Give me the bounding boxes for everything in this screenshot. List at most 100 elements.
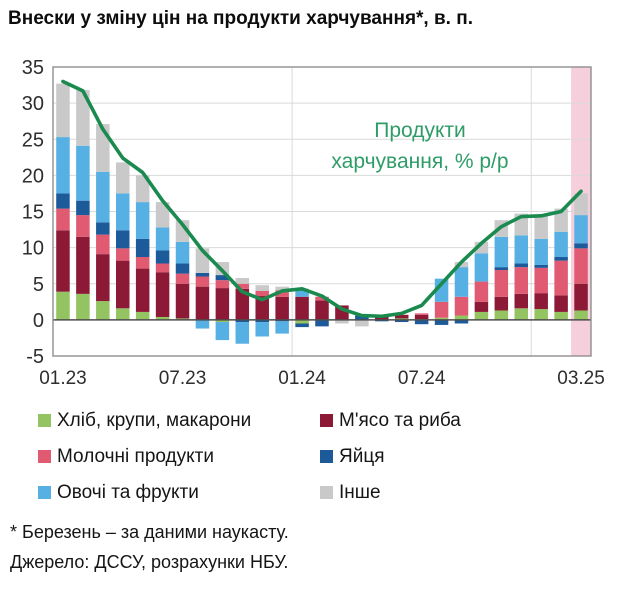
bar-segment bbox=[115, 260, 130, 309]
footnote-source: Джерело: ДССУ, розрахунки НБУ. bbox=[10, 551, 289, 572]
bar-segment bbox=[155, 250, 170, 264]
bar-segment bbox=[434, 319, 449, 325]
footnotes: * Березень – за даними наукасту. Джерело… bbox=[0, 502, 624, 577]
y-tick-label: 10 bbox=[22, 238, 44, 260]
bar-segment bbox=[255, 319, 269, 323]
eggs-swatch-icon bbox=[320, 450, 333, 463]
bar-segment bbox=[554, 231, 568, 258]
bar-segment bbox=[215, 275, 230, 281]
bar-segment bbox=[414, 314, 429, 320]
bar-segment bbox=[275, 286, 289, 291]
bar-segment bbox=[175, 263, 190, 274]
bar-segment bbox=[255, 322, 269, 337]
bar-segment bbox=[115, 248, 130, 261]
legend-item-eggs: Яйця bbox=[320, 447, 624, 466]
bar-segment bbox=[56, 83, 70, 138]
bar-segment bbox=[235, 288, 250, 320]
bar-segment bbox=[414, 319, 429, 325]
bar-segment bbox=[56, 193, 70, 209]
bar-segment bbox=[115, 193, 130, 231]
bar-segment bbox=[96, 301, 110, 320]
bar-segment bbox=[175, 273, 190, 284]
footnote-nowcast: * Березень – за даними наукасту. bbox=[10, 522, 289, 542]
bar-segment bbox=[474, 301, 489, 312]
vegetables-swatch-icon bbox=[38, 486, 51, 499]
annotation-text: Продукти bbox=[374, 119, 466, 142]
y-tick-label: 20 bbox=[22, 165, 44, 187]
bar-segment bbox=[474, 311, 489, 320]
bar-segment bbox=[96, 234, 110, 255]
bar-segment bbox=[534, 215, 548, 239]
other-swatch-icon bbox=[320, 486, 333, 499]
bar-segment bbox=[195, 286, 210, 320]
bar-segment bbox=[155, 263, 170, 273]
bar-segment bbox=[135, 311, 150, 320]
bar-segment bbox=[215, 319, 230, 323]
bar-segment bbox=[315, 319, 329, 327]
bar-segment bbox=[235, 319, 250, 323]
bar-segment bbox=[135, 238, 150, 258]
bar-segment bbox=[335, 319, 349, 324]
legend-label: М'ясо та риба bbox=[339, 410, 461, 431]
legend-item-meat: М'ясо та риба bbox=[320, 411, 624, 430]
bar-segment bbox=[175, 241, 190, 264]
bar-segment bbox=[115, 162, 130, 194]
bar-segment bbox=[175, 283, 190, 319]
y-tick-label: 15 bbox=[22, 202, 44, 224]
bar-segment bbox=[315, 300, 329, 320]
bar-segment bbox=[76, 215, 90, 237]
bar-segment bbox=[215, 288, 230, 320]
dairy-swatch-icon bbox=[38, 450, 51, 463]
bar-segment bbox=[76, 200, 90, 216]
bar-segment bbox=[534, 267, 548, 294]
bar-segment bbox=[76, 236, 90, 294]
bar-segment bbox=[155, 272, 170, 317]
y-tick-label: 25 bbox=[22, 129, 44, 151]
bar-segment bbox=[295, 296, 309, 320]
x-tick-label: 01.24 bbox=[278, 368, 326, 389]
bar-segment bbox=[514, 293, 529, 309]
bar-segment bbox=[76, 90, 90, 146]
bar-segment bbox=[275, 319, 289, 322]
legend-label: Яйця bbox=[339, 446, 385, 467]
bar-segment bbox=[474, 281, 489, 302]
x-tick-label: 01.23 bbox=[39, 368, 87, 389]
legend-item-vegetables: Овочі та фрукти bbox=[38, 483, 320, 502]
bar-segment bbox=[494, 310, 509, 320]
bar-segment bbox=[155, 202, 170, 228]
bar-segment bbox=[394, 319, 409, 323]
bar-segment bbox=[474, 241, 489, 254]
bar-segment bbox=[275, 321, 289, 334]
bar-segment bbox=[355, 315, 369, 320]
bar-segment bbox=[454, 296, 469, 316]
bar-segment bbox=[434, 301, 449, 318]
y-tick-label: 5 bbox=[33, 274, 44, 296]
bar-segment bbox=[534, 264, 548, 268]
bar-segment bbox=[554, 311, 568, 320]
bar-segment bbox=[175, 318, 190, 320]
bar-segment bbox=[235, 277, 250, 284]
bar-segment bbox=[56, 208, 70, 231]
bar-segment bbox=[195, 272, 210, 277]
bar-segment bbox=[295, 288, 309, 297]
bar-segment bbox=[155, 227, 170, 251]
legend-item-bread: Хліб, крупи, макарони bbox=[38, 411, 320, 430]
bar-segment bbox=[494, 267, 509, 271]
bar-segment bbox=[414, 313, 429, 315]
bar-segment bbox=[375, 319, 389, 322]
bar-segment bbox=[255, 285, 269, 291]
bar-segment bbox=[534, 309, 548, 320]
bar-segment bbox=[275, 290, 289, 297]
bar-segment bbox=[574, 283, 588, 311]
bar-segment bbox=[494, 270, 509, 297]
y-tick-label: 0 bbox=[33, 310, 44, 332]
bar-segment bbox=[56, 230, 70, 292]
bar-segment bbox=[235, 283, 250, 289]
meat-swatch-icon bbox=[320, 414, 333, 427]
x-tick-label: 07.24 bbox=[398, 368, 446, 389]
bar-segment bbox=[355, 319, 369, 327]
legend-item-dairy: Молочні продукти bbox=[38, 447, 320, 466]
bar-segment bbox=[574, 243, 588, 249]
bar-segment bbox=[235, 322, 250, 344]
bar-segment bbox=[514, 308, 529, 320]
